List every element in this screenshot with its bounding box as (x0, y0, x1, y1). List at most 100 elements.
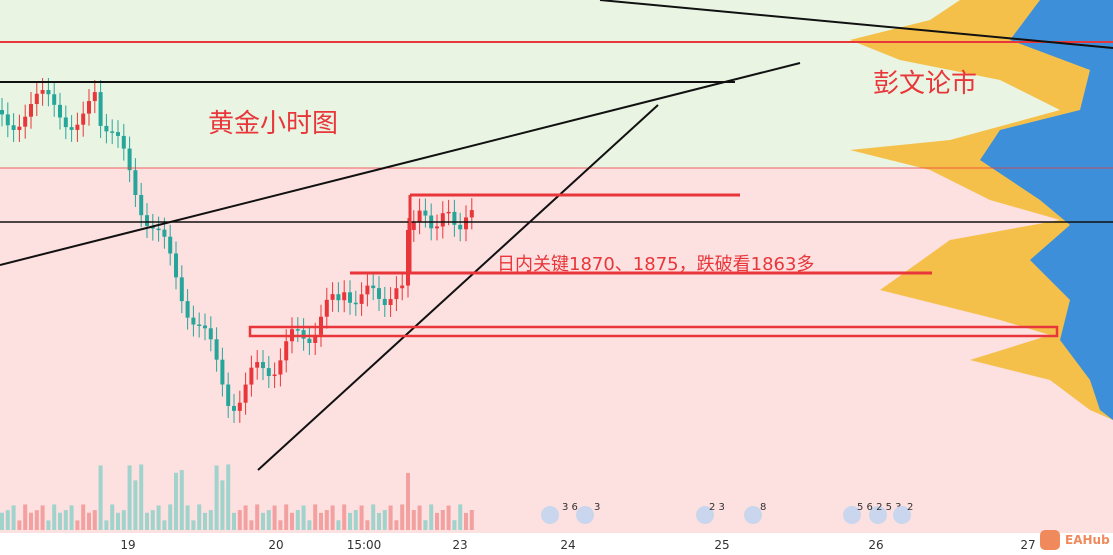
candle-body (452, 211, 457, 225)
volume-bar (5, 510, 10, 530)
volume-bar (272, 505, 277, 530)
volume-bar (23, 504, 28, 530)
candle-body (168, 236, 173, 254)
candle-body (11, 125, 16, 130)
candle-body (237, 402, 242, 411)
volume-bar (110, 504, 115, 530)
volume-bar (255, 504, 260, 530)
candle-body (243, 384, 248, 403)
volume-bar (388, 505, 393, 530)
volume-bar (92, 510, 97, 530)
candle-body (307, 338, 312, 343)
volume-bar (81, 504, 86, 530)
volume-bar (319, 512, 323, 530)
x-tick-label: 20 (268, 538, 283, 552)
event-label: 2 (907, 502, 913, 513)
volume-bar (278, 520, 283, 530)
volume-bar (104, 520, 109, 530)
volume-bar (46, 520, 51, 530)
event-label: 5 6 2 5 3 (857, 502, 902, 513)
candle-body (255, 362, 260, 368)
candle-body (29, 104, 33, 117)
volume-bar (98, 465, 103, 530)
candle-body (464, 217, 468, 230)
candle-body (446, 211, 451, 214)
candle-body (423, 210, 428, 216)
volume-bar (69, 505, 74, 530)
volume-bar (377, 512, 381, 530)
volume-bar (301, 505, 306, 530)
x-tick-label: 26 (868, 538, 883, 552)
candle-body (324, 299, 329, 317)
candle-body (220, 359, 225, 385)
candle-body (295, 329, 300, 331)
candle-body (133, 170, 138, 195)
candle-body (313, 334, 318, 343)
volume-bar (452, 520, 457, 530)
trend-line (599, 0, 1113, 49)
candle-body (92, 92, 97, 102)
candle-body (156, 228, 161, 231)
candle-body (116, 132, 120, 136)
candle-body (330, 294, 335, 300)
candle-body (435, 226, 439, 229)
candle-body (284, 341, 289, 361)
volume-bar (150, 510, 155, 530)
candle-body (139, 194, 144, 216)
profile-blue (980, 0, 1113, 420)
candle-body (353, 302, 358, 305)
volume-bar (371, 504, 376, 530)
x-axis: 19 20 15:00 23 24 25 26 27 (120, 538, 1035, 552)
volume-bar (307, 520, 312, 530)
volume-bar (261, 512, 265, 530)
volume-bar (382, 510, 387, 530)
candle-body (469, 210, 474, 218)
candle-body (63, 117, 68, 128)
candle-body (98, 92, 103, 126)
candle-body (179, 277, 184, 302)
volume-bar (191, 520, 196, 530)
candle-body (406, 229, 410, 286)
x-tick-label: 23 (452, 538, 467, 552)
candle-body (301, 330, 306, 339)
volume-bar (406, 472, 410, 530)
volume-bar (446, 505, 451, 530)
event-icon (696, 506, 714, 524)
volume-bars (0, 464, 474, 530)
candle-body (104, 125, 109, 132)
volume-bar (469, 510, 474, 530)
candle-body (185, 301, 190, 318)
candle-body (110, 131, 115, 133)
volume-bar (249, 520, 254, 530)
candle-body (121, 135, 126, 149)
event-label: 3 6 (562, 502, 578, 513)
candle-body (359, 294, 364, 304)
candle-body (232, 405, 236, 411)
candle-body (174, 253, 178, 278)
time-axis (0, 533, 1113, 555)
candle-body (5, 114, 10, 126)
trend-line (257, 104, 659, 471)
candle-body (81, 113, 86, 125)
volume-bar (156, 505, 161, 530)
candle-body (162, 229, 167, 237)
candle-body (365, 285, 370, 295)
candle-body (278, 360, 283, 375)
candle-body (197, 324, 202, 327)
volume-bar (0, 512, 4, 530)
volume-bar (17, 520, 22, 530)
volume-bar (185, 505, 190, 530)
volume-bar (353, 510, 358, 530)
volume-bar (29, 512, 33, 530)
candle-body (458, 224, 463, 230)
candle-body (226, 384, 231, 406)
volume-bar (179, 470, 184, 530)
support-box (248, 325, 1059, 338)
candle-body (417, 210, 422, 223)
candle-body (145, 215, 149, 226)
candle-body (371, 285, 376, 289)
volume-bar (342, 504, 347, 530)
event-icon (893, 506, 911, 524)
x-tick-label: 25 (714, 538, 729, 552)
event-icon (869, 506, 887, 524)
